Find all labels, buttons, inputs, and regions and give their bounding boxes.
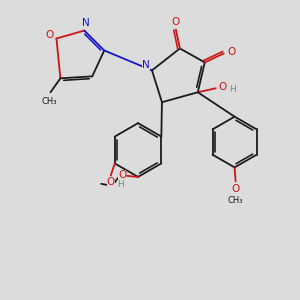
Text: O: O bbox=[107, 177, 115, 187]
Text: O: O bbox=[232, 184, 240, 194]
Text: O: O bbox=[218, 82, 227, 92]
Text: O: O bbox=[227, 47, 236, 58]
Text: N: N bbox=[142, 60, 150, 70]
Text: N: N bbox=[82, 18, 90, 28]
Text: O: O bbox=[45, 29, 54, 40]
Text: O: O bbox=[118, 170, 126, 180]
Text: H: H bbox=[229, 85, 236, 94]
Text: CH₃: CH₃ bbox=[42, 97, 57, 106]
Text: O: O bbox=[172, 16, 180, 27]
Text: CH₃: CH₃ bbox=[228, 196, 243, 205]
Text: H: H bbox=[117, 180, 124, 189]
